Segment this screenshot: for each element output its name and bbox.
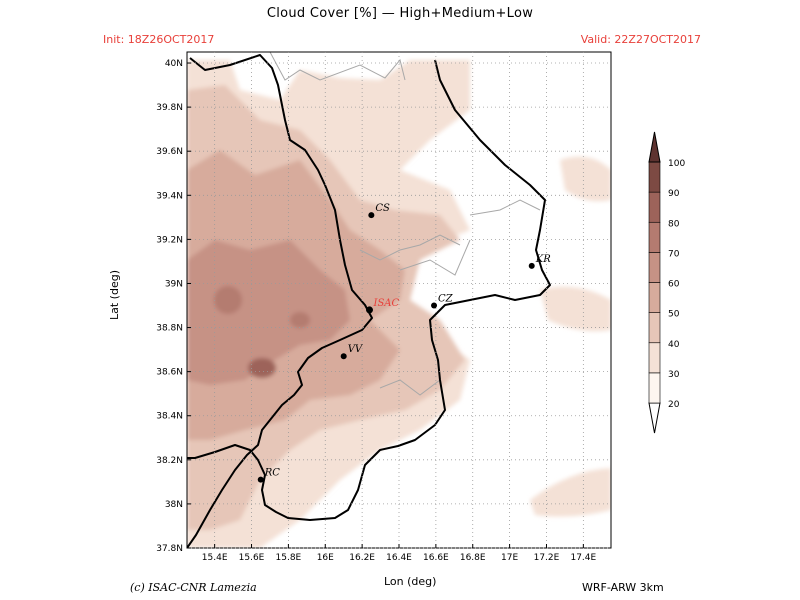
lon-tick-label: 16.8E: [460, 553, 486, 563]
lat-tick-label: 40N: [165, 59, 183, 69]
init-time: Init: 18Z26OCT2017: [103, 33, 215, 46]
city-rc: RC: [257, 468, 281, 483]
colorbar-label: 70: [668, 249, 680, 259]
colorbar-label: 60: [668, 280, 680, 290]
lon-tick-label: 16E: [317, 553, 334, 563]
lat-tick-label: 39.4N: [156, 191, 183, 201]
city-label: RC: [264, 468, 281, 479]
lat-tick-label: 38.8N: [156, 324, 183, 334]
colorbar-high-arrow: [648, 131, 661, 163]
lat-tick-label: 38.4N: [156, 412, 183, 422]
city-label: ISAC: [373, 298, 400, 309]
lat-tick-label: 39N: [165, 279, 183, 289]
lon-tick-label: 15.8E: [276, 553, 302, 563]
colorbar-segment: [648, 252, 661, 283]
colorbar-segment: [648, 221, 661, 253]
colorbar: 20 30 40 50 60 70 80 90 100: [648, 131, 685, 434]
lon-tick-label: 17E: [501, 553, 518, 563]
lon-tick-label: 16.4E: [386, 553, 412, 563]
lat-tick-label: 37.8N: [156, 544, 183, 554]
lon-tick-label: 17.4E: [570, 553, 596, 563]
colorbar-segment: [648, 342, 661, 374]
city-isac: ISAC: [366, 298, 400, 314]
colorbar-low-arrow: [648, 402, 661, 434]
lat-tick-label: 38.2N: [156, 456, 183, 466]
city-dot: [366, 306, 374, 314]
gridlines: [187, 52, 611, 549]
city-dot: [431, 302, 438, 309]
colorbar-label: 100: [668, 159, 685, 169]
x-axis-label: Lon (deg): [384, 575, 437, 588]
cloud-cover-field: [187, 52, 611, 548]
credit-text: (c) ISAC-CNR Lamezia: [130, 581, 257, 594]
valid-time: Valid: 22Z27OCT2017: [580, 33, 701, 46]
colorbar-label: 20: [668, 400, 680, 410]
city-dot: [528, 262, 535, 269]
city-label: CS: [375, 203, 390, 214]
lat-tick-label: 39.8N: [156, 103, 183, 113]
city-cs: CS: [368, 203, 390, 219]
lon-tick-label: 16.6E: [423, 553, 449, 563]
axis-ticks: 15.4E 15.6E 15.8E 16E 16.2E 16.4E 16.6E 16.8E 17…: [156, 59, 596, 563]
coastline: [187, 54, 551, 548]
city-label: CZ: [438, 294, 454, 305]
lon-tick-label: 17.2E: [534, 553, 560, 563]
y-axis-label: Lat (deg): [108, 270, 121, 320]
city-vv: VV: [340, 344, 364, 360]
city-dot: [340, 353, 347, 360]
city-dot: [368, 212, 375, 219]
colorbar-label: 30: [668, 370, 680, 380]
colorbar-segment: [648, 372, 661, 404]
colorbar-label: 80: [668, 219, 680, 229]
city-markers: CS ISAC CZ KR VV RC: [257, 203, 551, 483]
city-label: KR: [535, 254, 551, 265]
city-label: VV: [348, 344, 364, 355]
lat-tick-label: 38N: [165, 500, 183, 510]
lat-tick-label: 39.2N: [156, 235, 183, 245]
lat-tick-label: 39.6N: [156, 147, 183, 157]
lon-tick-label: 15.6E: [239, 553, 265, 563]
colorbar-label: 40: [668, 340, 680, 350]
lon-tick-label: 16.2E: [349, 553, 375, 563]
map-title: Cloud Cover [%] — High+Medium+Low: [266, 6, 534, 21]
city-cz: CZ: [431, 294, 454, 309]
lon-tick-label: 15.4E: [202, 553, 228, 563]
lat-tick-label: 38.6N: [156, 368, 183, 378]
colorbar-label: 50: [668, 310, 680, 320]
colorbar-segment: [648, 282, 661, 313]
colorbar-label: 90: [668, 189, 680, 199]
city-kr: KR: [528, 254, 551, 269]
colorbar-segment: [648, 191, 661, 223]
colorbar-segment: [648, 161, 661, 193]
city-dot: [257, 476, 264, 483]
colorbar-segment: [648, 312, 661, 344]
model-label: WRF-ARW 3km: [582, 581, 664, 594]
